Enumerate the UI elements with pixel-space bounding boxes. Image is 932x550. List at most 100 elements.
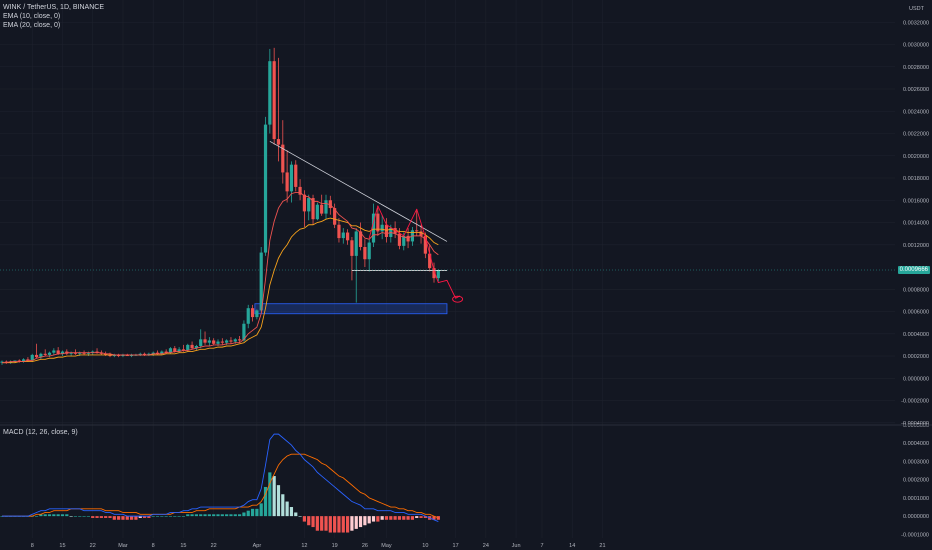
macd-axis[interactable]: 0.0005000 0.0004000 0.0003000 0.0002000 0.00… [901,423,929,538]
time-tick-label: 8 [31,543,34,549]
price-tick-label: 0.0004000 [903,332,929,338]
time-tick-label: 7 [540,543,543,549]
macd-histogram-bar [302,516,306,522]
candle-body [34,354,39,358]
ema20-legend[interactable]: EMA (20, close, 0) [3,21,60,30]
candle-body [298,186,302,195]
candle-body [207,340,211,343]
macd-histogram-bar [108,516,112,518]
macd-histogram-bar [160,516,164,517]
candle-body [47,352,52,355]
candle-body [52,350,56,353]
macd-histogram-bar [333,516,337,533]
support-zone[interactable] [254,303,448,315]
candlestick-series [0,47,440,365]
macd-legend[interactable]: MACD (12, 26, close, 9) [3,428,78,437]
macd-histogram-bar [406,516,410,520]
macd-label: MACD (12, 26, close, 9) [3,429,78,436]
time-axis[interactable]: 8 15 22 Mar 8 15 22 Apr 12 19 26 May 10 17 24 Jun 7 14 21 [31,543,606,549]
macd-histogram-bar [320,516,324,531]
macd-histogram-bar [415,516,419,518]
macd-tick-label: 0.0001000 [903,496,929,502]
macd-histogram-bar [134,516,138,520]
candle-body [99,352,103,354]
candle-body [436,270,440,279]
candle-body [302,194,306,212]
price-tick-label: 0.0022000 [903,132,929,138]
candle-body [190,344,194,349]
macd-histogram-bar [86,516,90,517]
symbol-legend[interactable]: WINK / TetherUS, 1D, BINANCE [3,3,104,12]
macd-histogram-bar [328,516,332,533]
candle-body [397,233,402,246]
candle-body [229,340,233,342]
candle-body [78,352,82,354]
drawing-tools[interactable] [269,140,464,303]
macd-histogram-bar [255,508,259,517]
macd-histogram-bar [259,503,263,517]
time-tick-label: Jun [512,543,521,549]
price-tick-label: 0.0026000 [903,87,929,93]
macd-histogram-bar [121,516,125,520]
candle-body [376,213,380,232]
candle-body [367,242,371,260]
candle-body [328,200,332,209]
macd-histogram-bar [225,514,229,517]
macd-histogram-bar [52,514,56,517]
candle-body [238,339,242,341]
candle-body [60,351,65,354]
candle-body [250,308,255,318]
macd-histogram-bar [380,516,384,520]
candle-body [155,352,160,354]
ema10-legend[interactable]: EMA (10, close, 0) [3,12,60,21]
macd-histogram-bar [246,510,250,517]
candle-body [216,341,220,344]
macd-histogram-bar [397,516,402,520]
macd-tick-label: 0.0002000 [903,478,929,484]
candle-body [285,172,289,192]
macd-histogram-bar [73,516,78,517]
time-tick-label: 14 [569,543,575,549]
candle-body [393,228,397,234]
macd-tick-label: 0.0000000 [903,514,929,520]
candle-body [289,164,294,192]
macd-histogram-bar [177,516,181,517]
macd-histogram-bar [346,516,350,533]
trendline [269,140,448,242]
currency-label: USDT [909,6,924,12]
candle-body [117,354,121,357]
candle-body [259,252,263,311]
ema20-label: EMA (20, close, 0) [3,22,61,29]
candle-body [125,354,129,357]
macd-histogram-bar [78,516,82,517]
time-tick-label: Apr [253,543,262,549]
macd-histogram-bar [155,516,160,517]
macd-histogram-bar [56,514,60,517]
price-tick-label: 0.0018000 [903,176,929,182]
macd-histogram-bar [69,516,73,517]
price-axis[interactable]: 0.0032000 0.0030000 0.0028000 0.0026000 0.00… [901,20,929,427]
macd-histogram-bar [242,512,246,517]
macd-histogram-bar [281,494,285,517]
macd-histogram-bar [199,514,203,517]
grid-lines [0,0,895,538]
price-tick-label: 0.0006000 [903,310,929,316]
candle-body [164,351,168,353]
candle-body [432,268,436,279]
candle-body [220,341,224,343]
macd-histogram-bar [324,516,328,531]
macd-histogram-bar [341,516,345,533]
price-tick-label: 0.0016000 [903,198,929,204]
candle-body [199,339,203,347]
macd-tick-label: 0.0004000 [903,441,929,447]
candle-body [86,352,90,354]
candle-body [160,351,164,354]
macd-histogram-bar [207,514,211,517]
candle-body [168,348,173,353]
price-tick-label: -0.0002000 [901,399,929,405]
time-tick-label: 15 [180,543,186,549]
candle-body [268,61,272,125]
time-tick-label: 21 [599,543,605,549]
macd-histogram-bar [47,514,52,517]
